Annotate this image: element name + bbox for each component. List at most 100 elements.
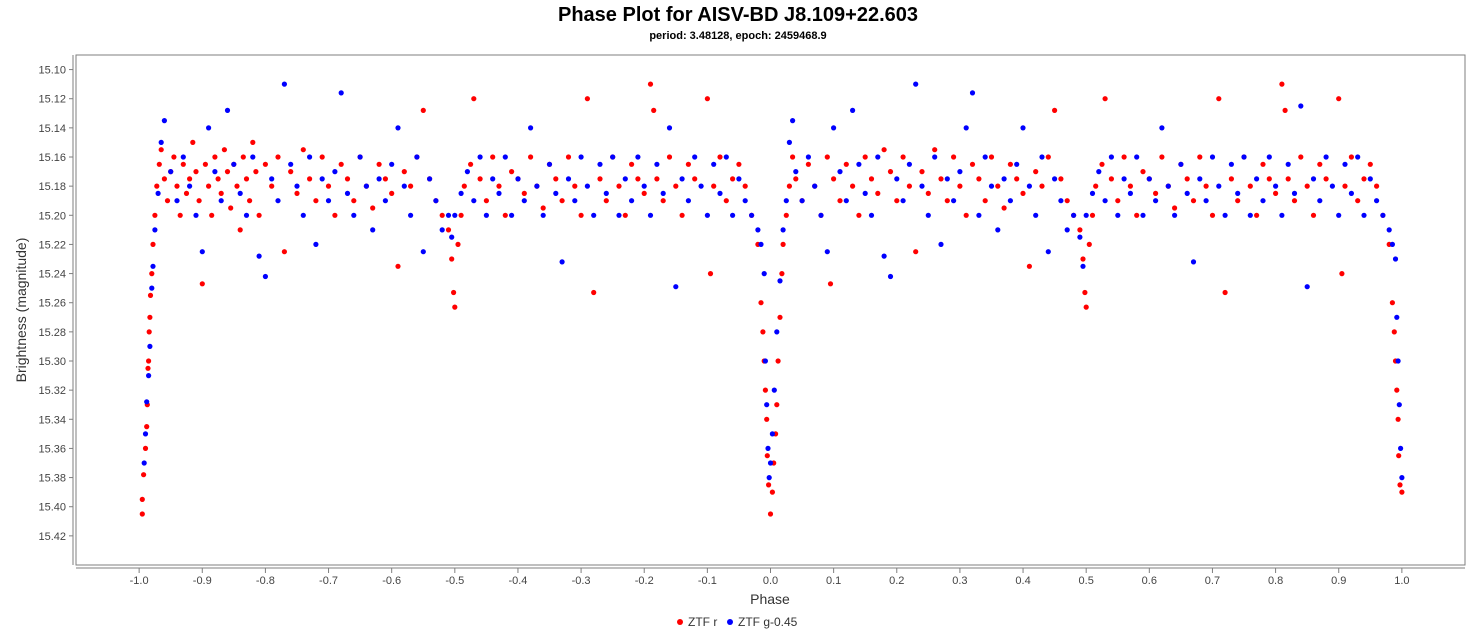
data-point [401, 169, 407, 175]
data-point [793, 176, 799, 182]
data-point [300, 147, 306, 153]
data-point [777, 314, 783, 320]
data-point [783, 212, 789, 218]
data-point [150, 241, 156, 247]
data-point [1399, 489, 1405, 495]
data-point [616, 183, 622, 189]
data-point [919, 183, 925, 189]
data-point [199, 281, 205, 287]
data-point [767, 511, 774, 517]
data-point [723, 198, 729, 204]
data-point [451, 289, 457, 296]
data-point [1001, 205, 1007, 211]
data-point [1203, 183, 1209, 189]
data-point [1045, 249, 1051, 255]
data-point [736, 176, 742, 182]
data-point [881, 147, 887, 153]
data-point [1209, 212, 1216, 218]
y-tick-label: 15.42 [38, 531, 66, 543]
data-point [578, 154, 584, 160]
data-point [351, 212, 357, 218]
data-point [1216, 96, 1222, 102]
x-tick-label: -0.9 [193, 575, 212, 587]
data-point [957, 183, 963, 189]
data-point [1115, 212, 1121, 218]
data-point [843, 161, 849, 167]
data-point [250, 139, 256, 145]
data-point [344, 176, 351, 182]
data-point [925, 190, 931, 196]
data-point [288, 169, 294, 175]
data-point [1140, 169, 1146, 175]
data-point [1108, 154, 1114, 160]
y-tick-label: 15.30 [38, 356, 66, 368]
data-point [1367, 161, 1373, 167]
data-point [300, 212, 306, 218]
chart-legend: ZTF r ZTF g-0.45 [677, 615, 798, 629]
data-point [1083, 212, 1089, 218]
data-point [1342, 183, 1348, 189]
data-point [1367, 176, 1373, 182]
data-point [144, 399, 150, 405]
data-point [742, 183, 748, 189]
data-point [875, 190, 881, 196]
data-point [389, 161, 395, 167]
data-point [338, 90, 344, 96]
data-point [502, 154, 508, 160]
data-point [1184, 190, 1190, 196]
data-point [237, 190, 243, 196]
data-point [635, 176, 641, 182]
data-point [856, 212, 862, 218]
data-point [155, 190, 161, 196]
data-point [925, 212, 931, 218]
data-point [180, 161, 186, 167]
x-tick-label: -0.5 [445, 575, 464, 587]
data-point [1159, 154, 1165, 160]
data-point [1298, 154, 1304, 160]
data-point [780, 227, 786, 233]
data-point [824, 249, 830, 255]
data-point [420, 249, 426, 255]
data-point [704, 212, 711, 218]
data-point [1279, 81, 1285, 87]
data-point [1336, 212, 1342, 218]
data-point [149, 271, 155, 277]
data-point [199, 249, 205, 255]
data-point [1146, 176, 1152, 182]
data-point [149, 285, 155, 291]
data-point [281, 249, 287, 255]
data-point [629, 198, 635, 204]
data-point [521, 190, 527, 196]
data-point [622, 176, 628, 182]
data-point [1355, 198, 1361, 204]
data-point [1026, 263, 1032, 269]
data-point [461, 183, 467, 189]
data-point [1190, 259, 1197, 265]
y-tick-label: 15.20 [38, 210, 66, 222]
data-point [982, 198, 988, 204]
data-point [742, 198, 748, 204]
data-point [357, 154, 363, 160]
data-point [502, 212, 508, 218]
data-point [1014, 176, 1020, 182]
data-point [147, 314, 153, 320]
data-point [698, 183, 704, 189]
data-point [1102, 96, 1108, 102]
x-tick-label: 0.5 [1079, 575, 1094, 587]
data-point [887, 273, 894, 280]
data-point [1260, 161, 1266, 167]
data-point [685, 161, 692, 167]
data-point [944, 176, 950, 182]
chart-subtitle: period: 3.48128, epoch: 2459468.9 [649, 30, 826, 42]
data-point [881, 253, 887, 259]
legend-marker [677, 619, 683, 625]
data-point [458, 190, 464, 196]
data-point [1045, 154, 1051, 160]
data-point [1266, 154, 1272, 160]
data-point [150, 263, 156, 269]
data-point [1395, 358, 1401, 364]
data-point [988, 154, 995, 160]
x-tick-label: -0.3 [572, 575, 591, 587]
data-point [319, 154, 325, 160]
data-point [622, 212, 628, 218]
